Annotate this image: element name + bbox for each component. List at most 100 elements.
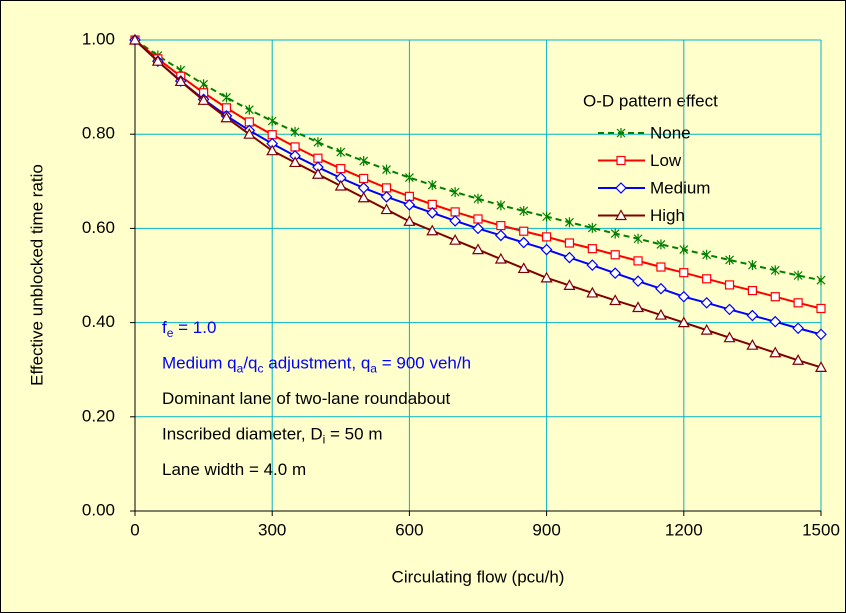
marker [816, 275, 826, 286]
marker [702, 249, 712, 260]
marker [471, 243, 485, 255]
marker [656, 239, 666, 250]
marker [449, 215, 461, 227]
annotation: Medium qa/qc adjustment, qa = 900 veh/h [162, 354, 471, 376]
legend-title: O-D pattern effect [583, 91, 718, 110]
marker [450, 187, 460, 198]
legend-marker [616, 155, 626, 166]
marker [151, 54, 164, 66]
annotation-subscript: i [323, 433, 326, 447]
marker [334, 179, 347, 191]
x-tick-label: 600 [395, 520, 423, 539]
annotation: Lane width = 4.0 m [162, 460, 306, 479]
marker [222, 92, 231, 103]
annotation: Inscribed diameter, Di = 50 m [162, 425, 382, 447]
marker [654, 308, 667, 320]
marker [700, 323, 713, 335]
marker [540, 271, 553, 283]
marker [609, 294, 622, 306]
marker [586, 286, 599, 298]
marker [220, 111, 233, 123]
marker [289, 156, 302, 168]
marker [677, 290, 690, 303]
marker [357, 191, 370, 203]
annotation-subscript: c [258, 362, 264, 376]
marker [473, 193, 483, 204]
marker [128, 33, 142, 45]
y-tick-label: 0.40 [82, 312, 115, 331]
y-tick-label: 0.00 [82, 500, 115, 519]
marker [725, 254, 734, 265]
x-axis-title: Circulating flow (pcu/h) [392, 567, 565, 586]
marker [267, 116, 277, 127]
marker [770, 265, 780, 276]
marker [404, 172, 414, 183]
annotation-subscript: a [370, 362, 377, 376]
marker [792, 322, 804, 335]
marker [563, 279, 576, 290]
marker [517, 262, 530, 274]
annotation-text: Medium q [162, 354, 237, 373]
x-tick-label: 0 [130, 520, 139, 539]
marker [587, 222, 597, 233]
y-tick-label: 0.80 [82, 124, 115, 143]
annotation-text: Dominant lane of two-lane roundabout [162, 389, 451, 408]
marker [359, 156, 369, 167]
marker [679, 268, 689, 278]
marker [197, 94, 210, 105]
marker [587, 244, 597, 254]
marker [336, 147, 346, 158]
annotation-text: = 1.0 [173, 318, 216, 337]
marker [450, 207, 460, 217]
marker [816, 303, 826, 314]
marker [814, 361, 828, 372]
marker [496, 220, 506, 231]
marker [336, 163, 346, 174]
marker [815, 328, 827, 341]
marker [517, 236, 530, 249]
y-tick-label: 1.00 [82, 29, 115, 48]
y-tick-label: 0.20 [82, 406, 115, 425]
marker [519, 226, 529, 236]
marker [496, 200, 506, 211]
marker [746, 338, 759, 350]
legend-marker [615, 182, 627, 194]
annotation-text: Inscribed diameter, D [162, 425, 323, 444]
legend-label: None [650, 123, 691, 142]
marker [586, 259, 599, 271]
annotation: Dominant lane of two-lane roundabout [162, 389, 451, 408]
annotation-text: adjustment, q [264, 354, 371, 373]
annotation: fe = 1.0 [162, 318, 216, 340]
marker [793, 298, 803, 308]
marker [632, 275, 644, 288]
marker [427, 180, 437, 191]
marker [564, 238, 575, 248]
annotation-text: = 900 veh/h [377, 354, 471, 373]
x-tick-label: 1200 [665, 520, 703, 539]
marker [633, 233, 643, 244]
marker [519, 205, 529, 216]
marker [747, 285, 758, 296]
marker [290, 142, 300, 152]
marker [199, 79, 209, 90]
marker [174, 75, 187, 87]
marker [403, 215, 416, 226]
marker [609, 267, 622, 279]
marker [677, 316, 690, 328]
y-tick-label: 0.60 [82, 218, 115, 237]
annotation-text: Lane width = 4.0 m [162, 460, 306, 479]
marker [632, 301, 645, 313]
marker [723, 303, 736, 316]
marker [313, 153, 323, 163]
marker [769, 346, 782, 358]
marker [541, 232, 552, 242]
marker [610, 250, 620, 260]
annotation-text: /q [243, 354, 257, 373]
marker [746, 309, 759, 322]
marker [724, 280, 735, 290]
marker [679, 244, 689, 255]
legend-label: High [650, 206, 685, 225]
marker [723, 331, 736, 343]
legend-label: Low [650, 151, 682, 170]
